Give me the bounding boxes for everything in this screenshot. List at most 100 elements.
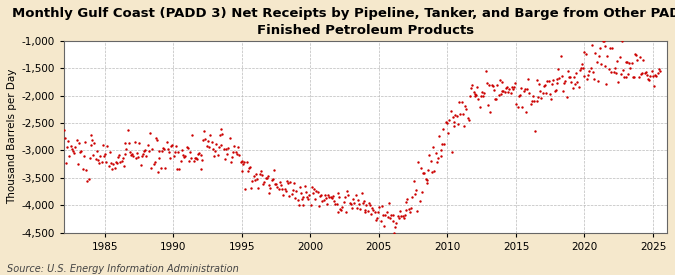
Point — [130, 156, 141, 160]
Point — [377, 204, 387, 209]
Point — [392, 214, 403, 218]
Point — [107, 166, 117, 171]
Point — [522, 87, 533, 92]
Point — [140, 147, 151, 152]
Point — [517, 104, 528, 109]
Point — [529, 99, 539, 103]
Point — [190, 156, 201, 160]
Point — [297, 197, 308, 201]
Point — [408, 179, 419, 184]
Point — [89, 141, 100, 145]
Point — [238, 162, 248, 166]
Point — [59, 136, 70, 140]
Point — [452, 114, 462, 118]
Point — [360, 209, 371, 214]
Point — [283, 181, 294, 185]
Point — [323, 192, 333, 197]
Point — [419, 170, 430, 175]
Point — [200, 136, 211, 141]
Point — [463, 118, 474, 123]
Point — [245, 165, 256, 170]
Point — [469, 94, 480, 98]
Point — [558, 89, 568, 93]
Point — [127, 151, 138, 156]
Point — [109, 165, 120, 170]
Point — [627, 75, 638, 79]
Point — [421, 177, 432, 182]
Point — [311, 189, 322, 193]
Point — [259, 180, 270, 184]
Point — [564, 75, 574, 79]
Point — [500, 86, 511, 90]
Point — [355, 207, 366, 211]
Point — [209, 153, 219, 158]
Point — [289, 181, 300, 185]
Point — [386, 212, 397, 217]
Point — [637, 70, 647, 75]
Point — [651, 73, 661, 78]
Point — [567, 85, 578, 90]
Point — [535, 89, 545, 93]
Point — [500, 90, 510, 95]
Point — [105, 160, 116, 165]
Point — [284, 194, 295, 199]
Point — [352, 198, 363, 203]
Point — [616, 72, 626, 76]
Point — [624, 61, 634, 66]
Point — [219, 157, 230, 161]
Point — [580, 51, 591, 56]
Point — [302, 195, 313, 199]
Point — [382, 215, 393, 219]
Point — [149, 160, 160, 164]
Point — [441, 121, 452, 126]
Point — [590, 51, 601, 55]
Point — [622, 60, 632, 64]
Point — [481, 81, 492, 86]
Point — [202, 138, 213, 143]
Point — [270, 182, 281, 186]
Point — [305, 202, 316, 207]
Point — [628, 75, 639, 79]
Point — [116, 159, 127, 163]
Point — [449, 120, 460, 124]
Point — [157, 145, 168, 150]
Point — [88, 153, 99, 158]
Point — [144, 131, 155, 135]
Point — [572, 80, 583, 85]
Point — [317, 199, 328, 203]
Point — [363, 201, 374, 205]
Point — [652, 70, 663, 75]
Point — [288, 188, 298, 192]
Point — [556, 74, 567, 78]
Point — [294, 203, 304, 208]
Point — [244, 166, 254, 170]
Point — [537, 91, 548, 96]
Point — [551, 88, 562, 92]
Point — [180, 154, 191, 158]
Point — [224, 136, 235, 141]
Point — [61, 161, 72, 166]
Point — [110, 160, 121, 164]
Point — [72, 162, 83, 166]
Point — [138, 152, 148, 156]
Point — [458, 112, 468, 116]
Point — [585, 66, 596, 70]
Point — [159, 147, 169, 152]
Point — [518, 89, 529, 94]
Point — [92, 158, 103, 162]
Point — [263, 174, 273, 178]
Point — [184, 159, 194, 163]
Point — [236, 169, 247, 174]
Point — [591, 60, 602, 64]
Point — [195, 153, 206, 157]
Point — [332, 210, 343, 214]
Point — [299, 184, 310, 188]
Point — [102, 144, 113, 148]
Point — [348, 197, 358, 201]
Point — [105, 150, 115, 155]
Point — [111, 161, 122, 166]
Point — [113, 155, 124, 159]
Point — [448, 115, 458, 119]
Point — [196, 158, 207, 163]
Point — [424, 153, 435, 158]
